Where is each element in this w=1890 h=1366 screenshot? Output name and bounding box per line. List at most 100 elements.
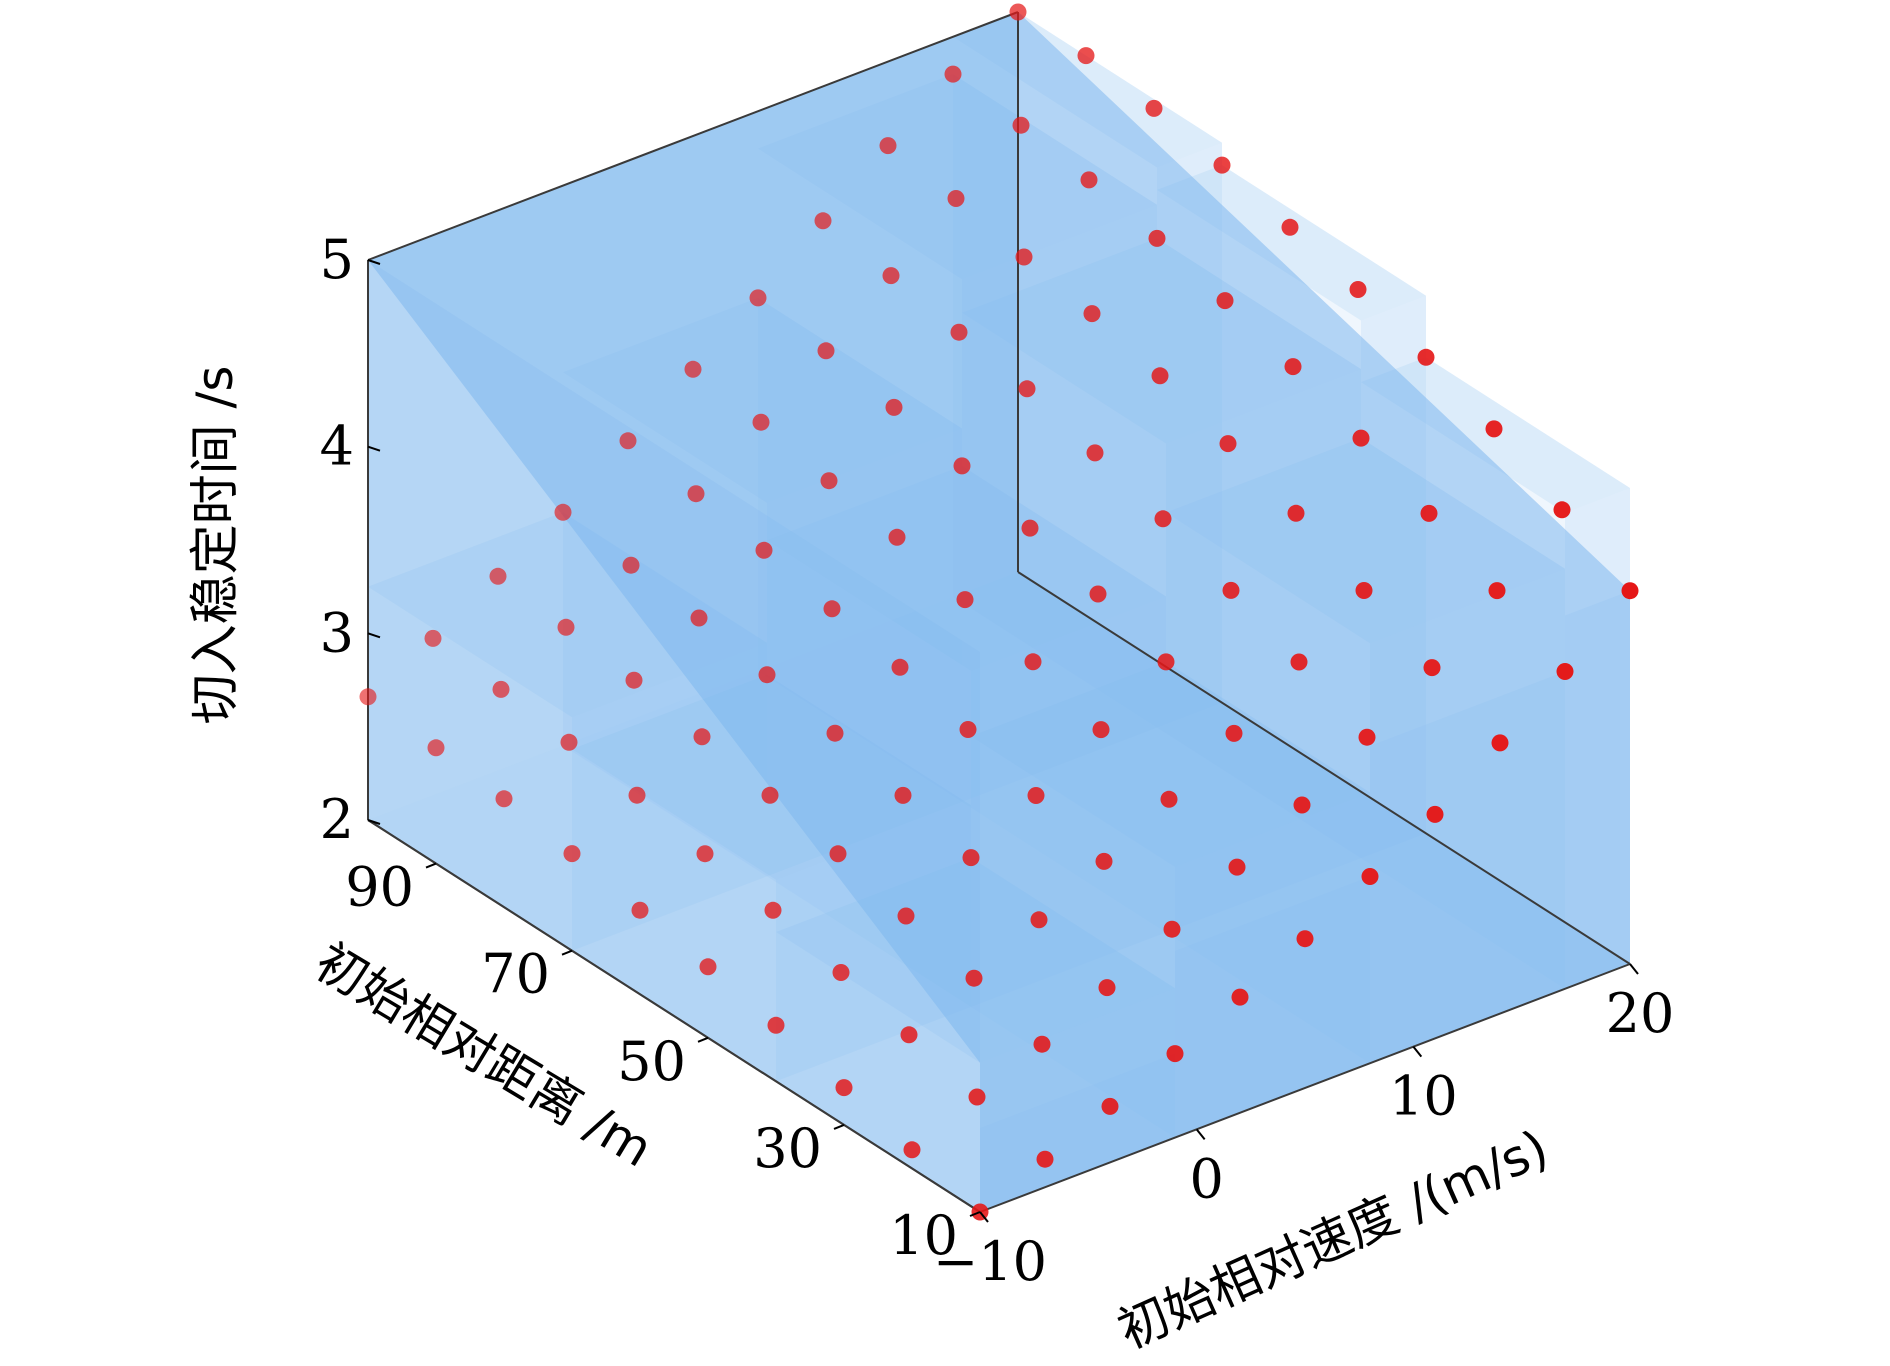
data-point (832, 964, 850, 981)
data-point (625, 671, 643, 689)
z-tick (367, 445, 381, 452)
data-point (1166, 1045, 1184, 1063)
data-point (359, 688, 377, 706)
x-tick-label: 20 (1606, 982, 1675, 1045)
data-point (947, 190, 965, 207)
volume-hull (368, 12, 1630, 1212)
z-tick (367, 819, 381, 825)
data-point (1621, 582, 1639, 600)
data-point (687, 485, 705, 503)
data-point (1213, 156, 1231, 174)
y-tick-label: 70 (481, 943, 550, 1006)
data-point (489, 567, 507, 585)
data-point (1296, 930, 1314, 948)
y-tick (833, 1123, 845, 1130)
x-tick-label: 10 (1389, 1065, 1458, 1128)
data-point (885, 398, 903, 416)
x-tick (1195, 1128, 1206, 1140)
data-point (628, 786, 646, 804)
data-point (427, 739, 445, 757)
z-tick-label: 2 (320, 788, 354, 851)
data-point (758, 666, 776, 684)
data-point (1491, 734, 1509, 752)
data-point (1352, 429, 1370, 447)
z-tick-label: 5 (320, 228, 354, 291)
data-point (1423, 659, 1441, 677)
data-point (968, 1088, 986, 1106)
data-point (1216, 292, 1234, 310)
data-point (1355, 582, 1373, 599)
data-point (492, 680, 510, 698)
x-tick-label: −10 (933, 1230, 1047, 1293)
data-point (1092, 721, 1110, 739)
data-point (557, 618, 575, 636)
data-point (953, 457, 971, 475)
data-point (826, 724, 844, 742)
data-point (1089, 585, 1107, 603)
data-point (1358, 728, 1376, 746)
data-point (1098, 979, 1116, 997)
data-point (1293, 796, 1311, 814)
volume-block (368, 512, 767, 718)
data-point (1086, 444, 1104, 462)
y-tick-label: 30 (753, 1117, 822, 1180)
y-tick (697, 1036, 709, 1043)
data-point (1027, 787, 1045, 804)
data-point (1225, 724, 1243, 742)
data-point (684, 360, 702, 378)
z-axis-label: 切入稳定时间 /s (186, 366, 244, 725)
data-point (817, 342, 835, 360)
data-point (950, 323, 968, 341)
volume-left-face (368, 260, 980, 1212)
y-tick-label: 10 (889, 1204, 958, 1267)
data-point (962, 849, 980, 867)
data-point (1426, 805, 1444, 823)
data-point (956, 591, 974, 609)
data-point (690, 609, 708, 627)
data-point (823, 600, 841, 618)
data-point (1290, 653, 1308, 671)
data-point (1553, 501, 1571, 519)
data-point (897, 907, 915, 925)
box-edge (1017, 571, 1631, 965)
data-point (1033, 1035, 1051, 1053)
data-point (761, 786, 779, 804)
data-point (1030, 911, 1048, 929)
x-tick (1412, 1046, 1423, 1058)
data-point (1160, 790, 1178, 808)
data-point (693, 728, 711, 746)
data-point (1231, 988, 1249, 1006)
data-point (1485, 420, 1503, 438)
data-point (1420, 504, 1438, 522)
data-point (752, 413, 770, 431)
x-tick (1629, 963, 1639, 975)
y-tick (425, 862, 437, 869)
volume-block-side (563, 512, 767, 877)
data-point (891, 658, 909, 676)
translucent-volume (368, 12, 1630, 1212)
y-tick-label: 50 (617, 1030, 686, 1093)
data-point (1222, 581, 1240, 599)
data-point (1036, 1150, 1054, 1168)
data-point (619, 432, 637, 450)
volume-core (368, 12, 1630, 1212)
axis-ticks: 2 3 4 5 10 30 50 70 90 −10 0 10 20 (320, 228, 1675, 1293)
data-point (1145, 99, 1163, 117)
axis-box-edges (367, 11, 1631, 1213)
data-point (563, 845, 581, 863)
data-point (835, 1079, 853, 1097)
data-point (1095, 852, 1113, 870)
box-edge (367, 819, 981, 1213)
z-tick (367, 259, 381, 265)
data-point (1281, 218, 1299, 236)
data-point (1009, 3, 1027, 21)
data-point (1148, 229, 1166, 247)
x-tick-label: 0 (1189, 1147, 1223, 1210)
y-tick (969, 1211, 981, 1217)
data-point (1077, 47, 1095, 65)
box-edge (979, 963, 1631, 1213)
data-point (959, 721, 977, 738)
data-point (1287, 504, 1305, 522)
data-point (424, 629, 442, 647)
data-point (820, 472, 838, 490)
